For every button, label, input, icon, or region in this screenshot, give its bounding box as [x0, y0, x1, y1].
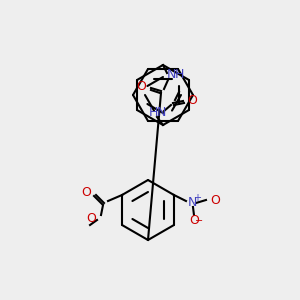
- Text: −: −: [195, 216, 203, 226]
- Text: H: H: [148, 106, 158, 119]
- Text: N: N: [156, 106, 166, 119]
- Text: H: H: [174, 68, 184, 82]
- Text: N: N: [187, 196, 197, 209]
- Text: +: +: [193, 193, 201, 203]
- Text: O: O: [81, 187, 91, 200]
- Text: N: N: [166, 68, 176, 82]
- Text: O: O: [187, 94, 197, 107]
- Text: O: O: [136, 80, 146, 94]
- Text: O: O: [86, 212, 96, 226]
- Text: O: O: [210, 194, 220, 206]
- Text: O: O: [189, 214, 199, 226]
